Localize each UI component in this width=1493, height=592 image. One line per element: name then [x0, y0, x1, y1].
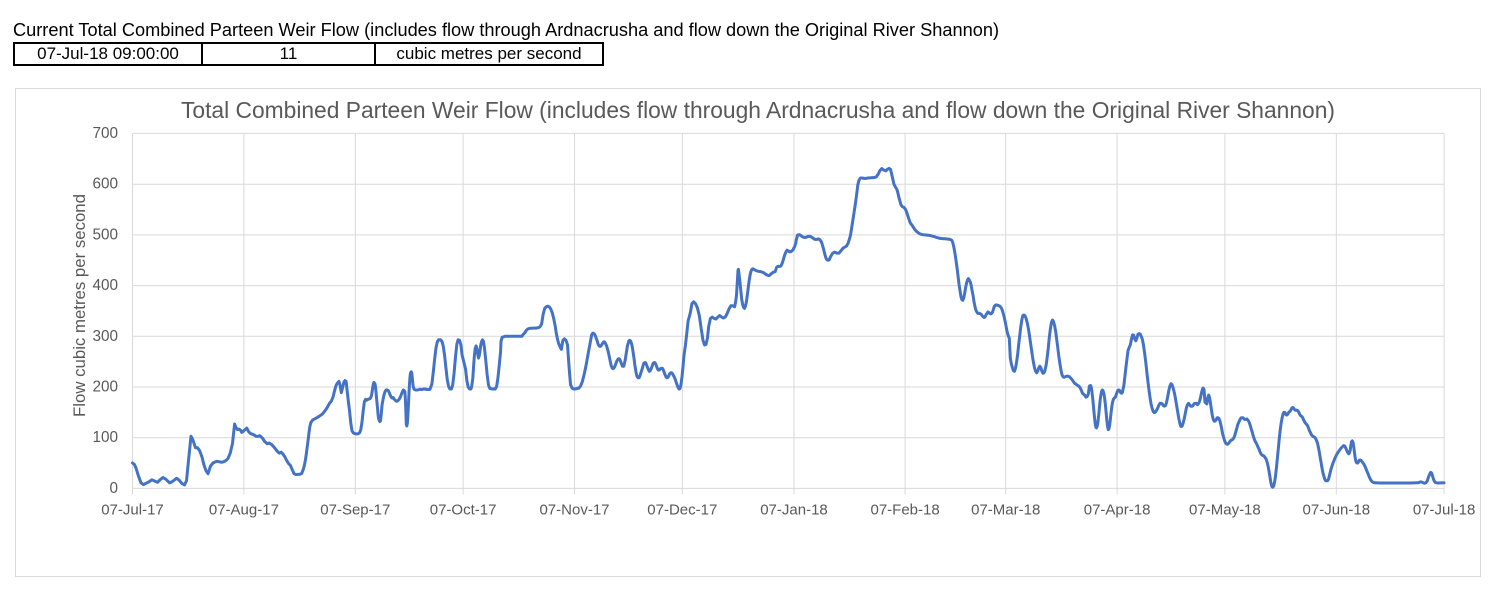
- svg-text:07-Jun-18: 07-Jun-18: [1303, 502, 1371, 519]
- svg-text:100: 100: [92, 429, 118, 446]
- svg-text:700: 700: [92, 125, 118, 142]
- svg-text:07-Aug-17: 07-Aug-17: [209, 502, 279, 519]
- svg-text:07-Jul-17: 07-Jul-17: [101, 502, 164, 519]
- svg-text:07-Jul-18: 07-Jul-18: [1413, 502, 1476, 519]
- svg-text:07-Nov-17: 07-Nov-17: [539, 502, 609, 519]
- svg-text:0: 0: [109, 480, 118, 497]
- svg-text:400: 400: [92, 277, 118, 294]
- svg-text:Flow cubic metres per second: Flow cubic metres per second: [70, 194, 89, 417]
- svg-text:07-Apr-18: 07-Apr-18: [1084, 502, 1151, 519]
- svg-text:07-Oct-17: 07-Oct-17: [430, 502, 497, 519]
- svg-text:600: 600: [92, 176, 118, 193]
- svg-text:07-May-18: 07-May-18: [1189, 502, 1261, 519]
- svg-text:07-Dec-17: 07-Dec-17: [647, 502, 717, 519]
- svg-text:500: 500: [92, 226, 118, 243]
- svg-text:07-Mar-18: 07-Mar-18: [971, 502, 1040, 519]
- svg-text:07-Jan-18: 07-Jan-18: [760, 502, 828, 519]
- svg-text:200: 200: [92, 379, 118, 396]
- svg-text:07-Sep-17: 07-Sep-17: [320, 502, 390, 519]
- svg-text:07-Feb-18: 07-Feb-18: [870, 502, 939, 519]
- svg-text:300: 300: [92, 328, 118, 345]
